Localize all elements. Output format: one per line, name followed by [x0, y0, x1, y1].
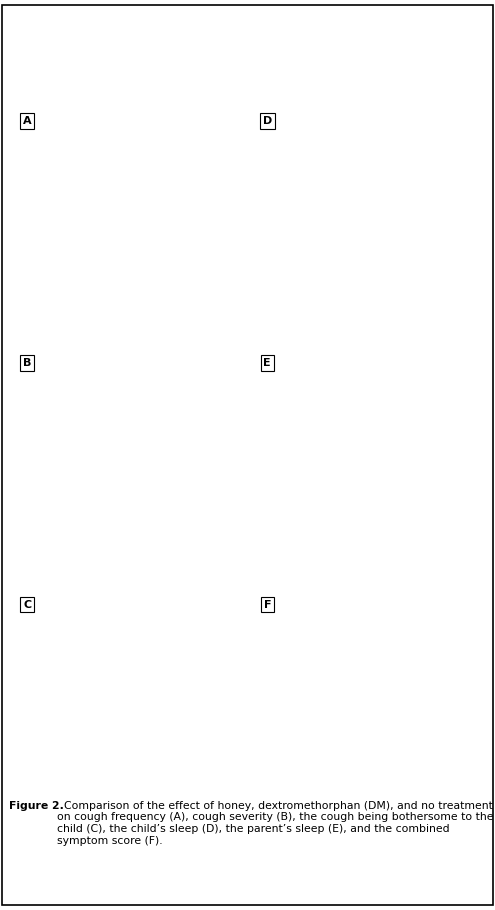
Title: Parent's sleep: Parent's sleep	[345, 344, 427, 357]
Text: P<.001: P<.001	[126, 126, 166, 136]
Text: Second night: Second night	[291, 39, 368, 52]
Bar	[327, 468, 346, 509]
Bar	[205, 440, 224, 509]
Bar	[386, 459, 405, 509]
Bar	[426, 656, 445, 751]
Text: F: F	[263, 600, 271, 610]
Y-axis label: Likert Scale Score: Likert Scale Score	[26, 146, 36, 238]
Bar	[386, 219, 405, 268]
Bar	[87, 215, 106, 268]
Y-axis label: Likert Scale Score: Likert Scale Score	[26, 629, 36, 722]
Text: P<.001: P<.001	[126, 369, 166, 379]
Title: Child's sleep: Child's sleep	[349, 102, 423, 116]
Text: First night: First night	[177, 39, 236, 52]
Bar	[186, 175, 205, 268]
Text: B: B	[23, 358, 31, 368]
Bar	[367, 409, 386, 509]
Text: Comparison of the effect of honey, dextromethorphan (DM), and no treatment on co: Comparison of the effect of honey, dextr…	[57, 801, 494, 845]
Text: A: A	[23, 116, 32, 126]
Bar	[87, 705, 106, 751]
Y-axis label: Likert Scale Score: Likert Scale Score	[26, 387, 36, 480]
Text: D: D	[263, 116, 272, 126]
Bar	[445, 455, 464, 509]
Bar	[327, 232, 346, 268]
Bar	[327, 706, 346, 751]
Bar	[445, 207, 464, 268]
Text: C: C	[23, 600, 31, 610]
Bar	[205, 197, 224, 268]
Bar	[68, 409, 87, 509]
Bar	[205, 687, 224, 751]
Bar	[426, 418, 445, 509]
Bar	[127, 175, 146, 268]
Bar	[308, 409, 327, 509]
Bar	[127, 649, 146, 751]
Bar	[308, 652, 327, 751]
Text: P<.001: P<.001	[366, 369, 406, 379]
Bar	[87, 455, 106, 509]
Bar	[367, 175, 386, 268]
Bar	[308, 169, 327, 268]
Bar	[127, 409, 146, 509]
Title: Cough bothersome to child: Cough bothersome to child	[66, 586, 226, 599]
Y-axis label: Likert Scale Score: Likert Scale Score	[266, 146, 276, 238]
Y-axis label: Likert Scale Score: Likert Scale Score	[266, 387, 276, 480]
Title: Cough frequency: Cough frequency	[96, 102, 197, 116]
Bar	[445, 685, 464, 751]
Bar	[143, 36, 170, 55]
Bar	[146, 698, 165, 751]
Text: E: E	[263, 358, 271, 368]
Bar	[146, 208, 165, 268]
Bar	[68, 167, 87, 268]
Bar	[426, 169, 445, 268]
Text: P<.001: P<.001	[366, 126, 406, 136]
Bar	[186, 409, 205, 509]
Bar	[146, 445, 165, 509]
Y-axis label: Combined Likert Scale Score: Combined Likert Scale Score	[259, 601, 269, 750]
Text: Figure 2.: Figure 2.	[9, 801, 64, 811]
Bar	[256, 36, 284, 55]
Text: P<.001: P<.001	[366, 610, 406, 620]
Bar	[367, 652, 386, 751]
Bar	[386, 696, 405, 751]
Text: P<.001: P<.001	[126, 610, 166, 620]
Bar	[68, 651, 87, 751]
Title: Cough severity: Cough severity	[101, 344, 191, 357]
Bar	[186, 654, 205, 751]
